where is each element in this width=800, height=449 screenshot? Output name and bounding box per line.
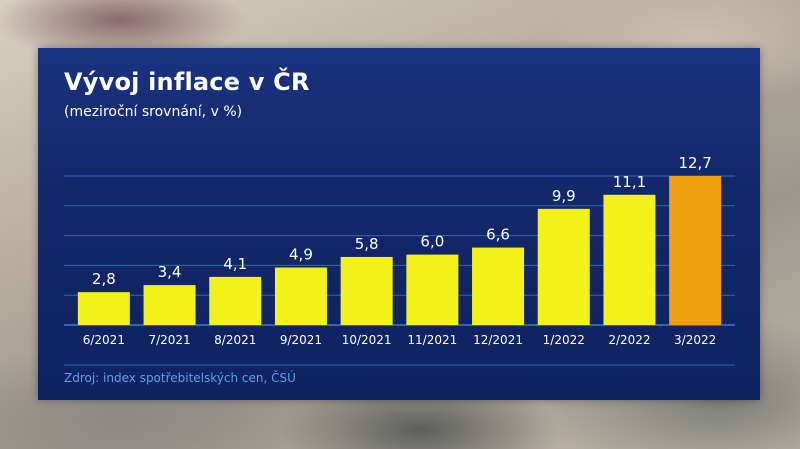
value-label: 6,6: [486, 226, 510, 244]
bar: [603, 194, 656, 325]
chart-subtitle: (meziroční srovnání, v %): [64, 104, 243, 120]
value-label: 6,0: [420, 233, 444, 251]
bar: [274, 267, 327, 325]
bar-chart: 2,8 6/2021 3,4 7/2021 4,1 8/2021 4,9 9/2021 5,8 1…: [64, 154, 735, 366]
bar: [77, 292, 130, 325]
bar: [537, 208, 590, 325]
bar: [472, 247, 525, 325]
value-label: 11,1: [613, 173, 646, 191]
bar: [143, 285, 196, 325]
category-label: 3/2022: [674, 333, 716, 347]
category-label: 9/2021: [280, 333, 322, 347]
source-note: Zdroj: index spotřebitelských cen, ČSÚ: [64, 371, 296, 385]
value-label: 2,8: [92, 270, 116, 288]
category-label: 12/2021: [473, 333, 523, 347]
category-label: 11/2021: [407, 333, 457, 347]
category-label: 6/2021: [83, 333, 125, 347]
category-label: 1/2022: [543, 333, 585, 347]
category-label: 2/2022: [608, 333, 650, 347]
value-label: 12,7: [678, 154, 711, 172]
value-label: 4,1: [223, 255, 247, 273]
value-label: 3,4: [158, 263, 182, 281]
value-label: 4,9: [289, 246, 313, 264]
bar: [209, 276, 262, 325]
value-label: 5,8: [355, 235, 379, 253]
bar: [340, 256, 393, 325]
chart-title: Vývoj inflace v ČR: [64, 68, 310, 96]
category-label: 7/2021: [148, 333, 190, 347]
value-label: 9,9: [552, 187, 576, 205]
category-label: 8/2021: [214, 333, 256, 347]
chart-panel: Vývoj inflace v ČR (meziroční srovnání, …: [38, 48, 760, 400]
bar: [406, 254, 459, 325]
category-label: 10/2021: [342, 333, 392, 347]
bar: [669, 176, 722, 325]
